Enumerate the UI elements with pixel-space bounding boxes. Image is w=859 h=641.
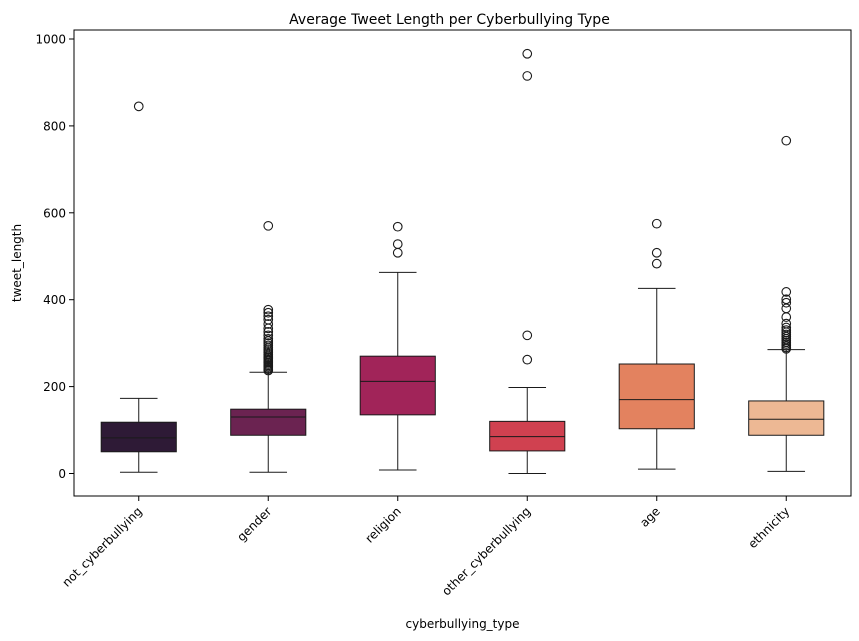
- y-axis-label: tweet_length: [10, 224, 24, 302]
- iqr-box: [618, 363, 695, 430]
- outlier-point: [781, 297, 792, 308]
- outlier-point: [781, 318, 792, 329]
- outlier-point: [522, 48, 533, 59]
- outlier-point: [781, 325, 792, 335]
- outlier-point: [263, 327, 274, 337]
- outlier-point: [263, 330, 274, 341]
- box-not_cyberbullying: [100, 101, 177, 473]
- outlier-point: [263, 319, 274, 329]
- y-tick-label: 600: [43, 206, 66, 220]
- outlier-point: [392, 221, 403, 232]
- y-tick-label: 400: [43, 293, 66, 307]
- outlier-point: [522, 354, 533, 365]
- outlier-point: [651, 218, 662, 229]
- y-tick-label: 0: [58, 467, 66, 481]
- x-tick-label: ethnicity: [745, 504, 792, 551]
- box-gender: [230, 220, 307, 473]
- x-tick-label: religion: [362, 504, 403, 545]
- iqr-box: [100, 421, 177, 453]
- outlier-point: [781, 294, 792, 305]
- outlier-point: [263, 220, 274, 231]
- outlier-point: [263, 307, 274, 318]
- outlier-point: [263, 304, 274, 315]
- outlier-point: [522, 71, 533, 81]
- outlier-point: [651, 247, 662, 258]
- box-age: [618, 218, 695, 470]
- outlier-point: [263, 314, 274, 325]
- x-axis: not_cyberbullying gender religion other_cyb…: [59, 496, 792, 598]
- iqr-box: [230, 408, 307, 436]
- iqr-box: [748, 400, 825, 436]
- plot-frame: [73, 29, 852, 497]
- outlier-point: [392, 239, 403, 249]
- outlier-point: [651, 258, 662, 269]
- outlier-point: [781, 322, 792, 333]
- outlier-point: [781, 312, 792, 322]
- x-tick-label: gender: [234, 504, 274, 544]
- outlier-point: [522, 330, 533, 341]
- y-axis: 0 200 400 600 800 1000: [35, 33, 74, 481]
- outlier-point: [263, 311, 274, 322]
- outlier-point: [263, 333, 274, 344]
- x-tick-label: other_cyberbullying: [439, 504, 533, 598]
- outlier-point: [781, 135, 792, 146]
- x-tick-label: age: [637, 504, 663, 530]
- plot-area: [100, 48, 825, 474]
- y-tick-label: 1000: [35, 33, 66, 47]
- x-axis-label: cyberbullying_type: [406, 617, 520, 631]
- box-other_cyberbullying: [489, 48, 566, 474]
- x-tick-label: not_cyberbullying: [59, 504, 144, 589]
- y-tick-label: 200: [43, 380, 66, 394]
- outlier-point: [392, 247, 403, 258]
- box-ethnicity: [748, 135, 825, 472]
- y-tick-label: 800: [43, 119, 66, 133]
- outlier-point: [781, 287, 792, 297]
- box-religion: [359, 221, 436, 471]
- chart-title: Average Tweet Length per Cyberbullying T…: [289, 12, 610, 28]
- iqr-box: [359, 355, 436, 416]
- outlier-point: [133, 101, 144, 112]
